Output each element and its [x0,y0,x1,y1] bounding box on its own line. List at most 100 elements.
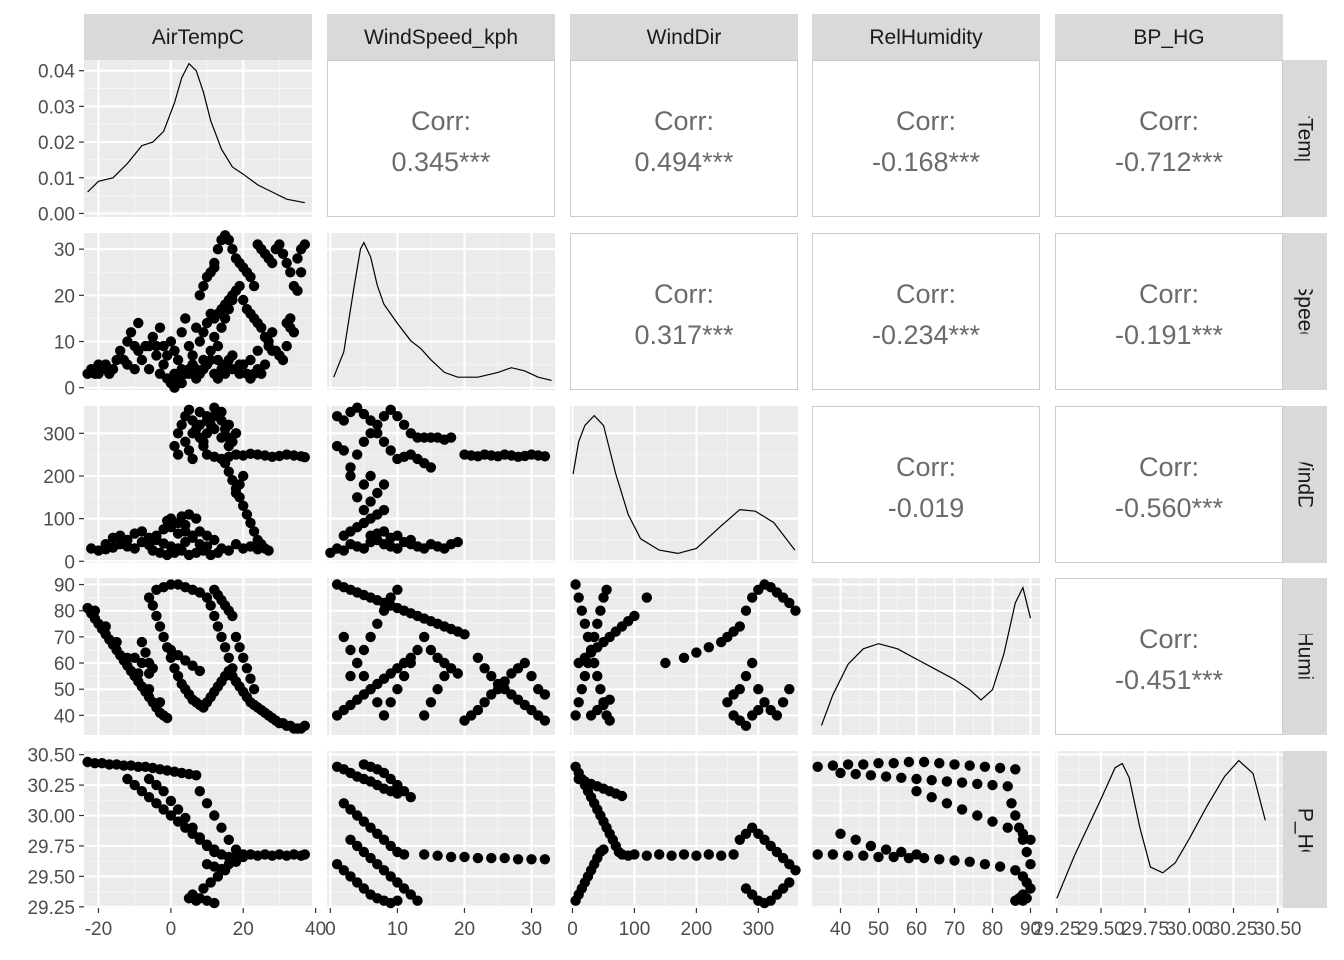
x-axis-airtempc: -20 0 20 40 [85,908,326,940]
scatter-point [191,513,202,524]
scatter-point [934,854,945,865]
scatter-point [227,350,238,361]
scatter-point [180,655,191,666]
scatter-point [1010,810,1021,821]
x-tick-label: 29.25 [1033,919,1081,940]
x-tick-label: 50 [868,919,889,940]
scatter-point [140,647,151,658]
density-line-airtempc [87,62,305,204]
scatter-point [641,850,652,861]
scatter-point [425,697,437,708]
scatter-point [277,354,289,366]
y-tick-label: 300 [43,424,75,445]
corr-label: Corr: [411,106,471,136]
scatter-point [245,673,256,684]
scatter-point [162,712,173,724]
y-tick-label: 60 [54,654,75,675]
scatter-point [107,364,119,375]
scatter-point [472,852,484,864]
scatter-point [133,668,144,679]
scatter-point [238,294,249,306]
density-line-winddir [572,414,796,555]
scatter-point [479,663,490,674]
scatter-point [352,449,363,460]
scatter-point [100,621,111,632]
scatter-point [234,359,245,370]
panel-winddir-vs-windspeed-kph [325,402,555,563]
scatter-point [285,313,296,324]
scatter-point [759,697,770,708]
scatter-point [245,354,256,366]
scatter-point [812,849,823,860]
scatter-point [472,704,484,716]
density-line-bp-hg [1056,759,1266,899]
scatter-point [452,668,463,679]
panel-windspeed-kph-vs-bp-hg: Corr: -0.191*** [1055,233,1283,390]
scatter-point [216,432,227,443]
panel-winddir-vs-bp-hg: Corr: -0.560*** [1055,406,1283,563]
strip-label: WindDir [647,26,722,49]
x-tick-label: 30.25 [1210,919,1258,940]
y-tick-label: 0.01 [38,169,75,190]
scatter-point [1025,859,1036,870]
scatter-point [358,846,370,858]
corr-value: -0.560*** [1115,493,1224,523]
scatter-point [405,657,416,669]
scatter-point [358,816,370,827]
scatter-point [784,877,795,888]
scatter-point [143,792,155,803]
scatter-point [1017,834,1029,845]
scatter-point [129,543,140,554]
scatter-point [486,670,497,682]
scatter-point [691,850,702,861]
scatter-point [358,883,370,894]
scatter-point [169,663,180,674]
scatter-point [89,758,101,769]
y-tick-label: 100 [43,510,75,531]
scatter-point [629,849,640,860]
scatter-point [365,415,376,426]
panel-relhumidity-vs-airtempc [82,578,312,735]
scatter-point [378,436,390,447]
scatter-point [201,798,213,809]
scatter-point [1013,822,1025,833]
scatter-point [641,592,652,603]
scatter-point [539,715,551,726]
scatter-point [172,428,184,439]
scatter-point [238,500,249,511]
y-tick-label: 29.75 [27,837,75,858]
x-tick-label: 29.50 [1077,919,1125,940]
scatter-point [338,631,349,643]
scatter-point [592,670,603,682]
scatter-point [143,340,155,352]
y-tick-label: 0.03 [38,97,75,118]
scatter-point [378,479,390,490]
scatter-point [180,822,191,833]
scatter-point [858,759,869,770]
scatter-point [432,850,443,861]
scatter-point [223,545,234,556]
scatter-point [979,859,991,870]
scatter-point [526,854,537,865]
scatter-point [666,850,677,861]
scatter-point [252,345,263,356]
scatter-point [352,492,363,503]
y-axis-relhumidity: 40 50 60 70 80 90 [54,576,84,727]
y-tick-label: 30 [54,240,75,261]
scatter-point [740,720,752,731]
scatter-point [111,636,122,648]
y-tick-label: 29.50 [27,867,75,888]
scatter-point [198,327,209,338]
scatter-point [392,877,403,888]
scatter-point [143,592,155,603]
y-tick-label: 0.04 [38,62,75,83]
scatter-point [896,846,907,858]
scatter-point [604,715,615,726]
y-tick-label: 90 [54,576,75,597]
scatter-point [299,452,310,463]
scatter-point [238,470,249,482]
scatter-point [472,652,484,663]
panel-airtempc-vs-windspeed-kph: Corr: 0.345*** [327,60,555,217]
scatter-point [570,579,581,590]
y-axis-airtempc: 0.00 0.01 0.02 0.03 0.04 [38,62,84,225]
